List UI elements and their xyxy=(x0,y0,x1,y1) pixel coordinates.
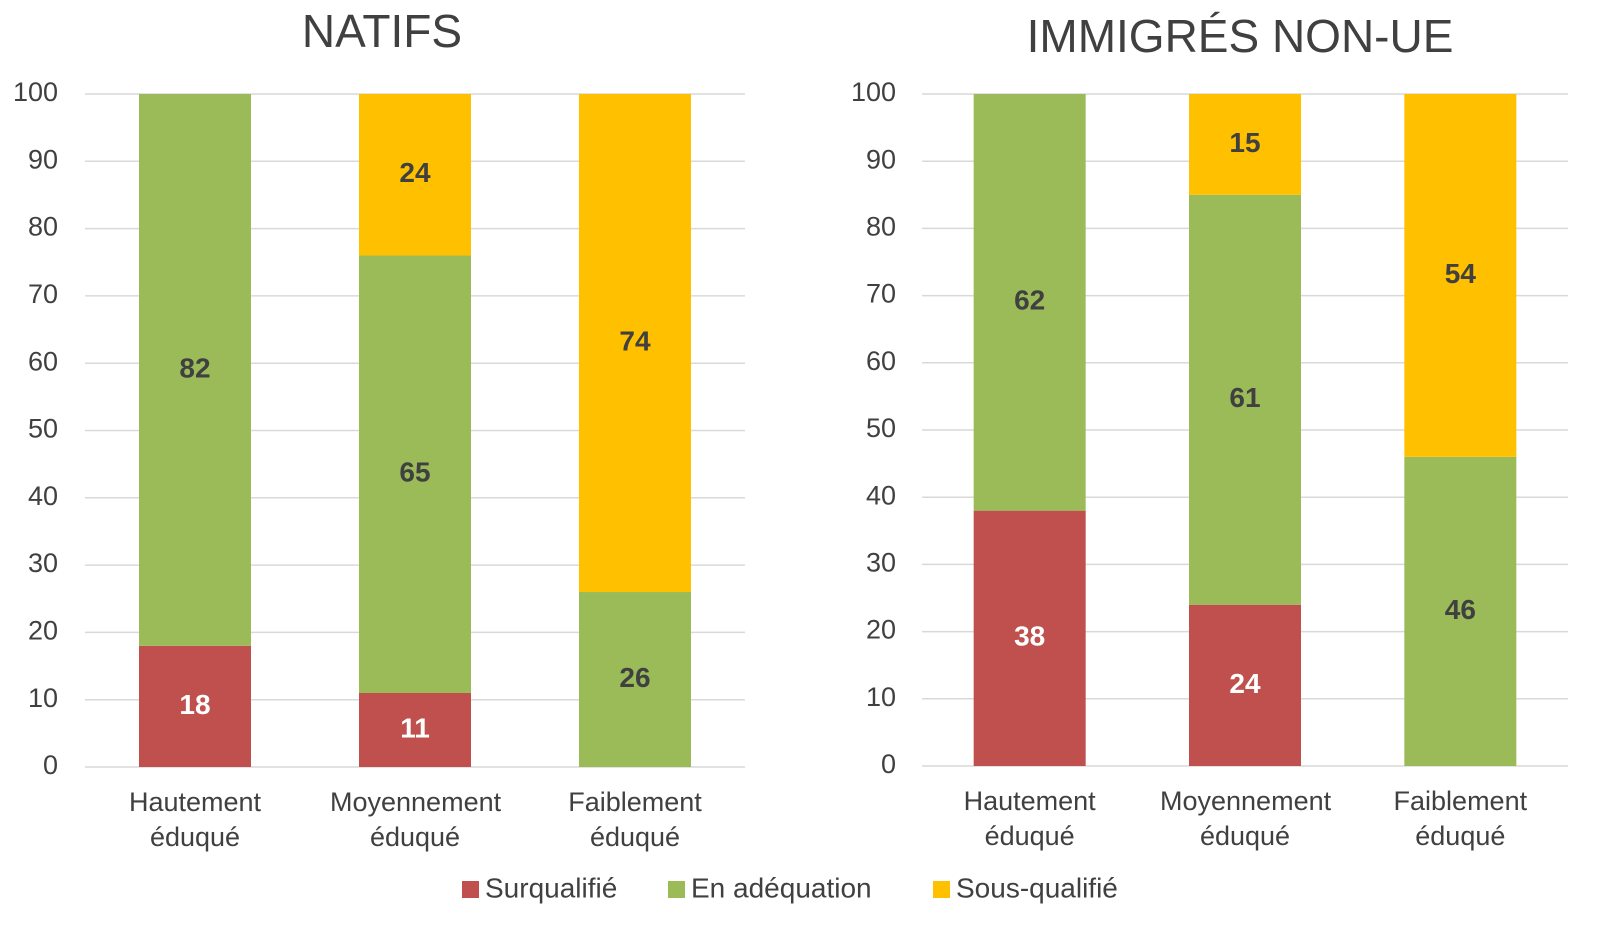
bar-segment xyxy=(579,592,691,767)
bar-segment xyxy=(359,692,471,767)
data-label: 18 xyxy=(179,689,210,720)
data-label: 62 xyxy=(1014,285,1045,316)
y-tick-label: 0 xyxy=(881,749,896,779)
data-label: 24 xyxy=(399,157,431,188)
bar-segment xyxy=(973,510,1086,766)
x-tick-label-box: Hautement éduqué xyxy=(963,786,1096,851)
chart-title: IMMIGRÉS NON-UE xyxy=(1027,10,1454,62)
y-tick-label: 0 xyxy=(43,750,58,780)
x-tick-label: Faiblement éduqué xyxy=(1393,786,1528,851)
x-tick-label-box: Faiblement éduqué xyxy=(568,787,702,852)
data-label: 24 xyxy=(1229,668,1261,699)
legend-label: Surqualifié xyxy=(485,872,617,903)
legend-label: Sous-qualifié xyxy=(956,872,1118,903)
y-tick-label: 100 xyxy=(851,77,896,107)
data-label: 38 xyxy=(1014,621,1045,652)
bar-segment xyxy=(139,94,251,646)
x-tick-label: Faiblement éduqué xyxy=(568,787,702,852)
y-tick-label: 40 xyxy=(866,480,896,510)
bar-segment xyxy=(1404,94,1517,457)
bar-segment xyxy=(1404,456,1517,766)
bar-segment xyxy=(139,645,251,767)
y-tick-label: 30 xyxy=(866,548,896,578)
x-tick-label: Moyennement éduqué xyxy=(330,787,502,852)
data-label: 54 xyxy=(1445,258,1477,289)
y-tick-label: 60 xyxy=(28,346,58,376)
bar-segment xyxy=(359,94,471,256)
legend-label: En adéquation xyxy=(691,872,872,903)
bar-segment xyxy=(973,94,1086,511)
y-tick-label: 90 xyxy=(866,144,896,174)
y-tick-label: 80 xyxy=(28,212,58,242)
data-label: 82 xyxy=(179,352,210,383)
y-tick-label: 10 xyxy=(28,683,58,713)
y-tick-label: 20 xyxy=(866,615,896,645)
x-tick-label: Hautement éduqué xyxy=(128,787,262,852)
y-tick-label: 40 xyxy=(28,481,58,511)
x-tick-label-box: Faiblement éduqué xyxy=(1393,786,1528,851)
legend-swatch xyxy=(462,881,479,898)
y-tick-label: 60 xyxy=(866,346,896,376)
chart-title: NATIFS xyxy=(302,5,462,57)
data-label: 26 xyxy=(619,662,650,693)
y-tick-label: 50 xyxy=(866,413,896,443)
data-label: 15 xyxy=(1229,127,1260,158)
y-tick-label: 30 xyxy=(28,548,58,578)
data-label: 65 xyxy=(399,457,430,488)
x-tick-label-box: Hautement éduqué xyxy=(128,787,262,852)
data-label: 74 xyxy=(619,325,651,356)
x-tick-label-box: Moyennement éduqué xyxy=(330,787,502,852)
bar-segment xyxy=(1189,194,1301,605)
bar-segment xyxy=(1189,94,1301,195)
data-label: 46 xyxy=(1445,594,1476,625)
y-tick-label: 70 xyxy=(866,279,896,309)
x-tick-label: Moyennement éduqué xyxy=(1160,786,1332,851)
y-tick-label: 80 xyxy=(866,212,896,242)
data-label: 11 xyxy=(400,712,430,743)
y-tick-label: 50 xyxy=(28,414,58,444)
y-tick-label: 20 xyxy=(28,616,58,646)
legend-swatch xyxy=(668,881,685,898)
y-tick-label: 10 xyxy=(866,682,896,712)
legend-swatch xyxy=(933,881,950,898)
bar-segment xyxy=(579,94,691,593)
y-tick-label: 100 xyxy=(13,77,58,107)
x-tick-label: Hautement éduqué xyxy=(963,786,1096,851)
y-tick-label: 90 xyxy=(28,144,58,174)
bar-segment xyxy=(359,255,471,693)
x-tick-label-box: Moyennement éduqué xyxy=(1160,786,1332,851)
data-label: 61 xyxy=(1229,382,1260,413)
bar-segment xyxy=(1189,604,1301,766)
y-tick-label: 70 xyxy=(28,279,58,309)
